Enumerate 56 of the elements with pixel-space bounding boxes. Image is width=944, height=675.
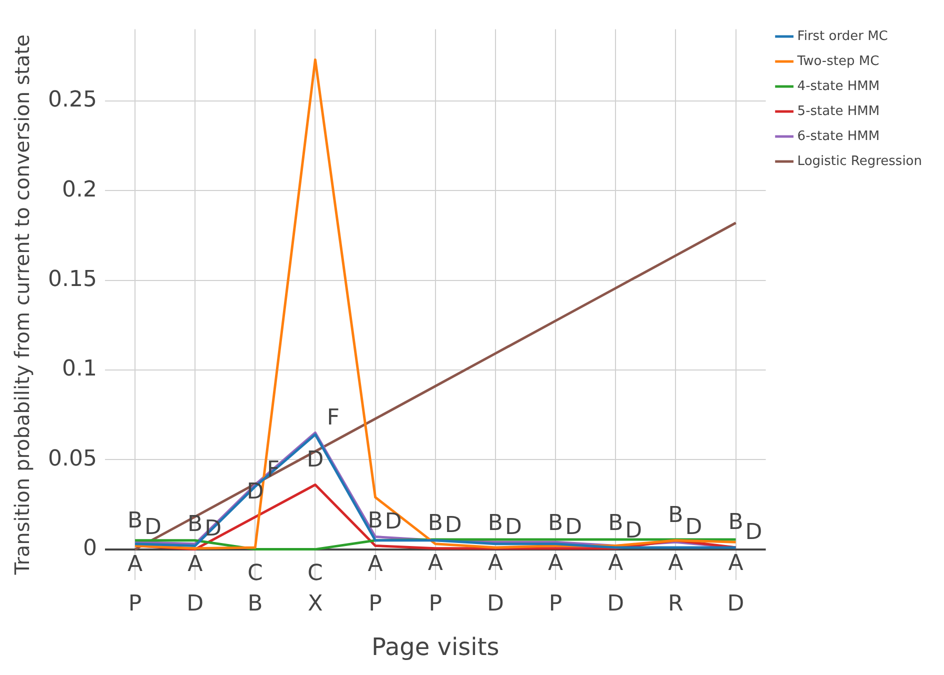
x-tick-label: P (548, 592, 562, 617)
y-tick-label: 0.25 (48, 88, 97, 113)
y-tick-label: 0.1 (62, 356, 97, 382)
data-label: A (608, 551, 624, 576)
x-tick-label: R (668, 592, 684, 617)
data-label: B (488, 511, 504, 536)
legend-label: First order MC (797, 28, 888, 44)
y-tick-label: 0 (82, 536, 97, 562)
data-label: A (368, 552, 383, 578)
data-label: A (548, 551, 564, 576)
data-label: B (548, 511, 564, 536)
data-label: C (247, 561, 263, 586)
data-label: B (368, 508, 383, 534)
data-label: D (384, 509, 402, 534)
data-label: D (144, 514, 162, 540)
x-axis-title: Page visits (372, 632, 500, 661)
data-label: A (488, 551, 503, 576)
y-axis-title: Transition probability from current to conversion state (10, 34, 34, 576)
x-tick-label: X (308, 592, 323, 617)
data-label: D (625, 518, 642, 544)
x-tick-label: B (248, 592, 263, 617)
x-tick-label: D (727, 592, 744, 617)
legend-label: 6-state HMM (797, 128, 880, 144)
x-tick-label: D (607, 592, 624, 617)
x-tick-label: P (368, 592, 382, 617)
data-label: B (608, 511, 624, 536)
data-label: A (428, 551, 443, 576)
data-label: B (127, 508, 143, 534)
data-label: D (306, 447, 324, 472)
data-label: A (127, 552, 143, 578)
legend-label: Logistic Regression (797, 154, 922, 169)
data-label: B (428, 511, 443, 536)
legend-label: 4-state HMM (797, 78, 880, 94)
data-label: A (668, 551, 684, 576)
legend-label: Two-step MC (796, 54, 880, 69)
legend-label: 5-state HMM (797, 104, 880, 119)
y-tick-label: 0.2 (62, 177, 97, 202)
data-label: F (326, 405, 340, 430)
x-tick-label: P (428, 592, 442, 617)
x-tick-label: P (128, 592, 142, 617)
data-label: F (266, 457, 280, 482)
data-label: A (188, 552, 203, 578)
y-tick-label: 0.15 (48, 267, 97, 292)
data-label: B (728, 510, 744, 536)
data-label: D (745, 520, 762, 546)
data-label: A (728, 551, 744, 576)
data-label: D (504, 514, 522, 540)
data-label: C (308, 561, 323, 586)
x-tick-label: D (186, 592, 204, 617)
data-label: B (188, 512, 203, 538)
data-label: D (444, 513, 462, 538)
y-tick-label: 0.05 (48, 446, 97, 472)
data-label: D (565, 514, 582, 540)
data-label: D (685, 514, 702, 540)
data-label: B (668, 503, 684, 528)
x-tick-label: D (486, 592, 504, 617)
